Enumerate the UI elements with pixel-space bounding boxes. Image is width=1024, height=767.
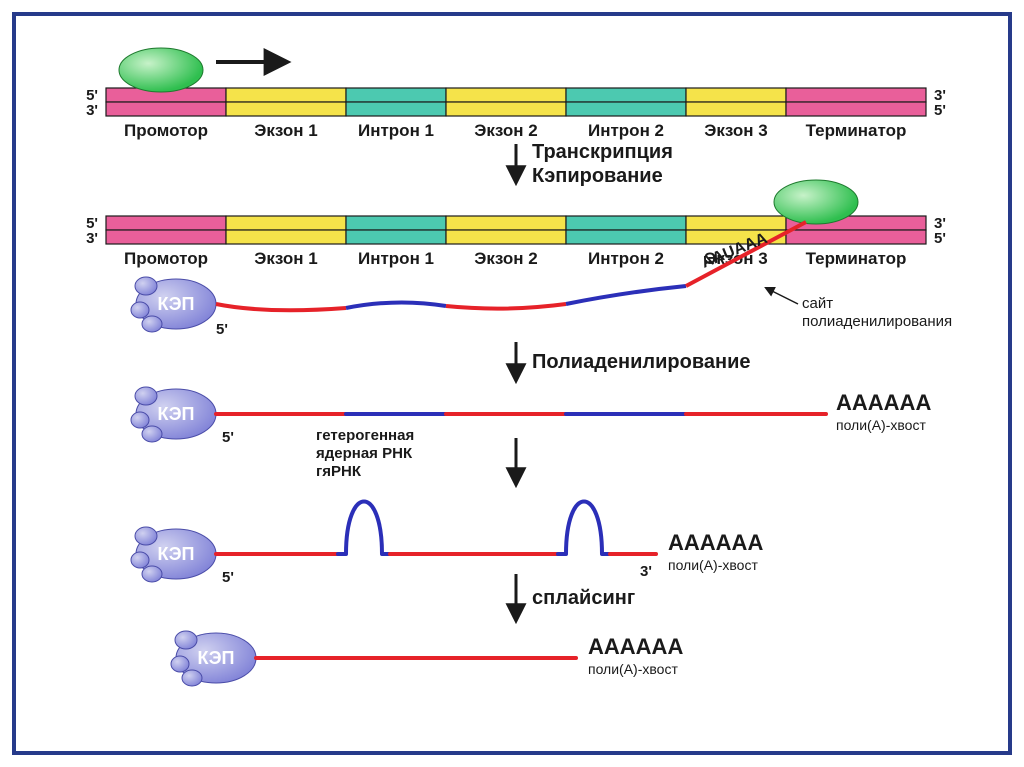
pre-splice-rna — [216, 502, 656, 555]
diagram-svg: 5' 3' 3' 5' Промотор Экзон 1 Интрон 1 Экзон 2 Ин… — [16, 16, 1012, 755]
label-intron1: Интрон 1 — [358, 249, 434, 268]
polyA-site-l1: сайт — [802, 295, 833, 312]
cap2-5prime: 5' — [222, 429, 234, 446]
polyA-tail-3: АААААА — [588, 634, 683, 659]
label-exon1: Экзон 1 — [254, 121, 317, 140]
cap-text: КЭП — [158, 544, 195, 564]
page-frame: 5' 3' 3' 5' Промотор Экзон 1 Интрон 1 Экзон 2 Ин… — [0, 0, 1024, 767]
row4-3prime: 3' — [640, 563, 652, 580]
dna-row-1 — [106, 88, 926, 116]
label-exon3: Экзон 3 — [704, 121, 767, 140]
hnrna-l2: ядерная РНК — [316, 445, 413, 462]
label-terminator: Терминатор — [806, 249, 907, 268]
end-5prime-r: 5' — [934, 230, 946, 247]
label-intron2: Интрон 2 — [588, 121, 664, 140]
label-terminator: Терминатор — [806, 121, 907, 140]
label-exon1: Экзон 1 — [254, 249, 317, 268]
end-3prime: 3' — [86, 230, 98, 247]
polyA-site-pointer — [766, 288, 798, 304]
label-intron2: Интрон 2 — [588, 249, 664, 268]
polyA-tail-label-3: поли(А)-хвост — [588, 661, 678, 677]
label-intron1: Интрон 1 — [358, 121, 434, 140]
diagram-container: 5' 3' 3' 5' Промотор Экзон 1 Интрон 1 Экзон 2 Ин… — [12, 12, 1012, 755]
step-capping: Кэпирование — [532, 165, 663, 187]
cap-text: КЭП — [158, 404, 195, 424]
polymerase-2 — [774, 180, 858, 224]
cap-text: КЭП — [158, 294, 195, 314]
label-exon2: Экзон 2 — [474, 249, 537, 268]
polyA-tail-2: АААААА — [668, 530, 763, 555]
step-polyA: Полиаденилирование — [532, 351, 751, 373]
step-transcription: Транскрипция — [532, 141, 673, 163]
polyA-site-l2: полиаденилирования — [802, 313, 952, 330]
cap1-5prime: 5' — [216, 321, 228, 338]
hnrna-l1: гетерогенная — [316, 427, 414, 444]
end-3prime: 3' — [86, 102, 98, 119]
step-splicing: сплайсинг — [532, 587, 635, 609]
cap3-5prime: 5' — [222, 569, 234, 586]
label-promoter: Промотор — [124, 249, 208, 268]
label-exon2: Экзон 2 — [474, 121, 537, 140]
cap-text: КЭП — [198, 648, 235, 668]
polymerase-1 — [119, 48, 203, 92]
polyA-tail-label-1: поли(А)-хвост — [836, 417, 926, 433]
polyA-tail-label-2: поли(А)-хвост — [668, 557, 758, 573]
hnrna-l3: гяРНК — [316, 463, 362, 480]
end-5prime-r: 5' — [934, 102, 946, 119]
label-promoter: Промотор — [124, 121, 208, 140]
polyA-tail-1: АААААА — [836, 390, 931, 415]
